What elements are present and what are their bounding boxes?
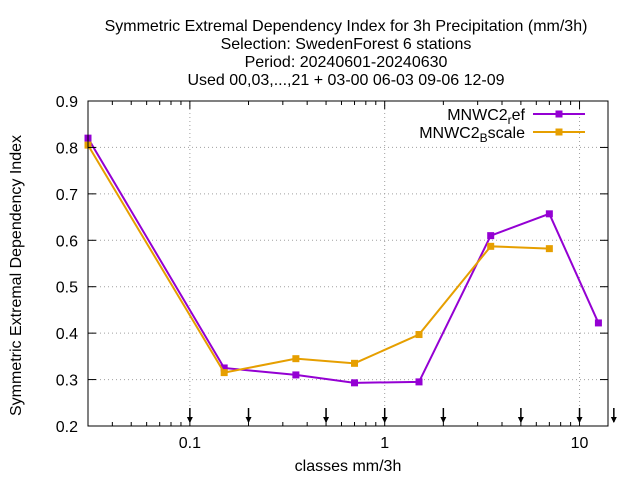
arrow-head: [440, 417, 446, 423]
series-point: [487, 243, 494, 250]
chart-title: Symmetric Extremal Dependency Index for …: [105, 18, 588, 89]
series-point: [351, 379, 358, 386]
series-point: [292, 355, 299, 362]
threshold-arrows: [187, 408, 617, 423]
y-tick-label: 0.4: [56, 326, 78, 343]
series-point: [416, 331, 423, 338]
threshold-arrow: [577, 408, 583, 423]
title-line: Period: 20240601-20240630: [245, 54, 448, 71]
x-tick-label: 1: [380, 435, 389, 452]
series-point: [595, 319, 602, 326]
y-tick-label: 0.8: [56, 140, 78, 157]
y-tick-label: 0.2: [56, 419, 78, 436]
series-point: [292, 371, 299, 378]
threshold-arrow: [323, 408, 329, 423]
title-line: Used 00,03,...,21 + 03-00 06-03 09-06 12…: [187, 72, 504, 89]
series-line: [88, 145, 549, 373]
threshold-arrow: [187, 408, 193, 423]
series-point: [487, 232, 494, 239]
series-line: [88, 138, 598, 383]
y-tick-label: 0.3: [56, 373, 78, 390]
y-tick-label: 0.7: [56, 187, 78, 204]
grid-lines: [88, 101, 608, 426]
threshold-arrow: [611, 408, 617, 423]
x-axis-label: classes mm/3h: [295, 458, 402, 475]
arrow-head: [246, 417, 252, 423]
x-tick-label: 0.1: [179, 435, 201, 452]
threshold-arrow: [518, 408, 524, 423]
axes: 0.2 0.3 0.4 0.5 0.6 0.7 0.8 0.9 0.1 1 10: [56, 94, 608, 452]
series: [85, 135, 602, 387]
arrow-head: [577, 417, 583, 423]
series-point: [221, 369, 228, 376]
legend-label: MNWC2Bscale: [419, 125, 525, 145]
series-point: [351, 360, 358, 367]
series-point: [546, 210, 553, 217]
legend-swatch-marker: [556, 111, 563, 118]
threshold-arrow: [246, 408, 252, 423]
threshold-arrow: [382, 408, 388, 423]
arrow-head: [187, 417, 193, 423]
arrow-head: [518, 417, 524, 423]
title-line: Symmetric Extremal Dependency Index for …: [105, 18, 588, 35]
arrow-head: [382, 417, 388, 423]
y-tick-label: 0.9: [56, 94, 78, 111]
plot-frame: [88, 101, 608, 426]
legend-swatch-marker: [556, 129, 563, 136]
arrow-head: [611, 417, 617, 423]
arrow-head: [323, 417, 329, 423]
y-tick-label: 0.5: [56, 280, 78, 297]
title-line: Selection: SwedenForest 6 stations: [221, 36, 472, 53]
series-point: [546, 245, 553, 252]
x-tick-label: 10: [571, 435, 589, 452]
y-axis-label: Symmetric Extremal Dependency Index: [8, 135, 25, 416]
series-point: [416, 378, 423, 385]
series: [85, 142, 553, 377]
legend-label: MNWC2ref: [447, 107, 525, 127]
series-area: [85, 135, 602, 387]
y-tick-label: 0.6: [56, 233, 78, 250]
threshold-arrow: [440, 408, 446, 423]
